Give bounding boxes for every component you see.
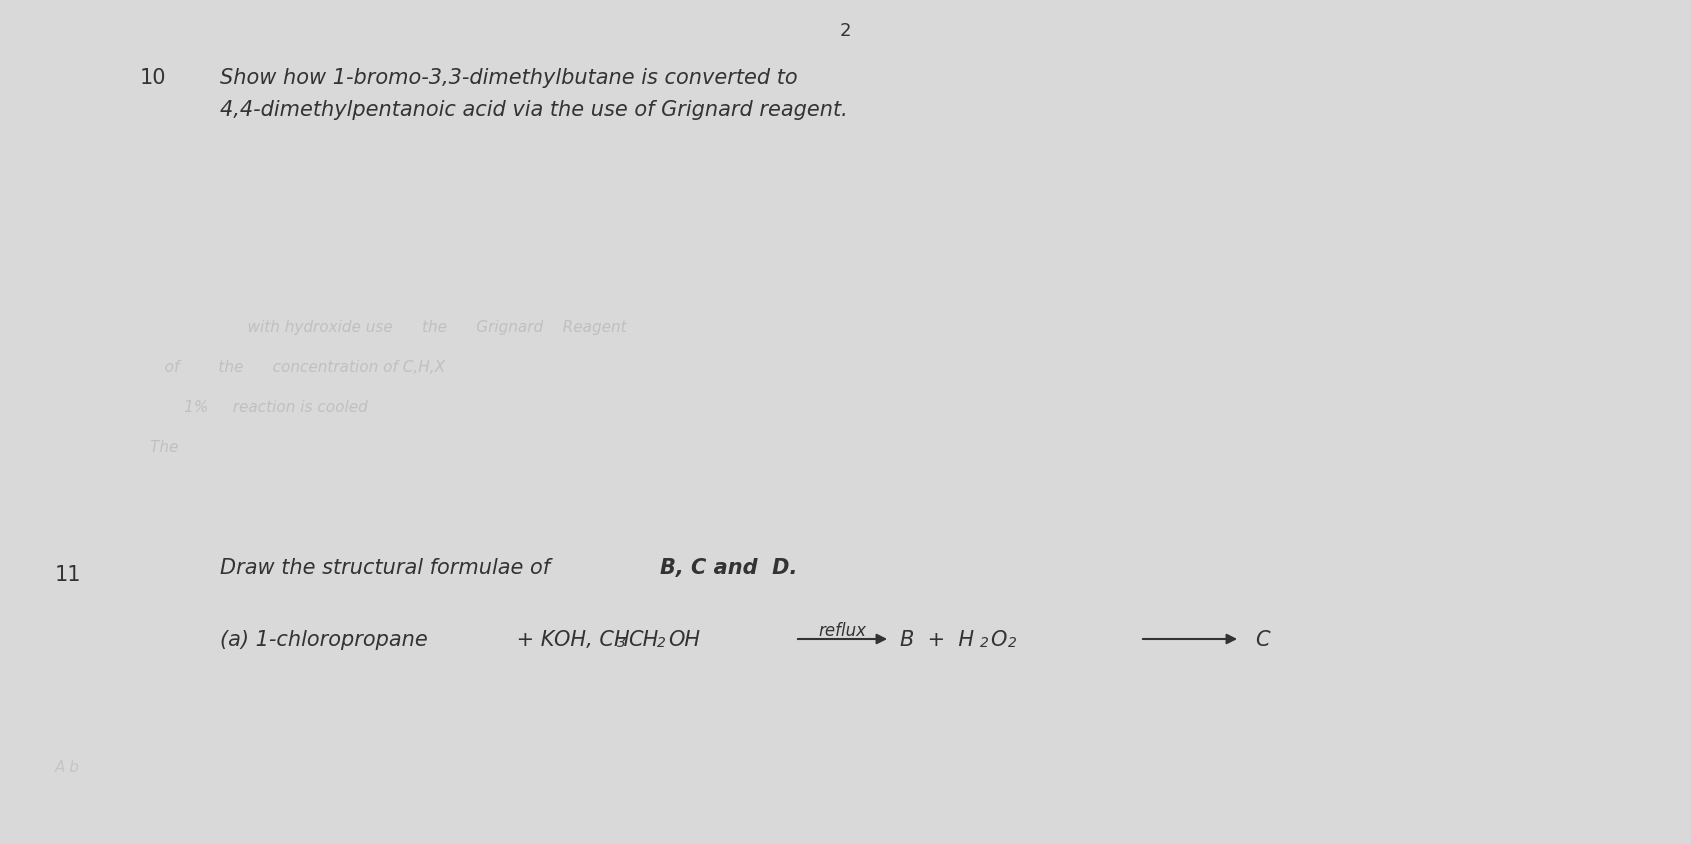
Text: 2: 2: [981, 636, 989, 649]
Text: 1%     reaction is cooled: 1% reaction is cooled: [150, 399, 367, 414]
Text: (a) 1-chloropropane: (a) 1-chloropropane: [220, 630, 428, 649]
Text: C: C: [1255, 630, 1270, 649]
Text: 4,4-dimethylpentanoic acid via the use of Grignard reagent.: 4,4-dimethylpentanoic acid via the use o…: [220, 100, 847, 120]
Text: 10: 10: [140, 68, 166, 88]
Text: B  +  H: B + H: [900, 630, 974, 649]
Text: Show how 1-bromo-3,3-dimethylbutane is converted to: Show how 1-bromo-3,3-dimethylbutane is c…: [220, 68, 798, 88]
Text: 2: 2: [1008, 636, 1016, 649]
Text: Draw the structural formulae of: Draw the structural formulae of: [220, 557, 556, 577]
Text: CH: CH: [627, 630, 658, 649]
Text: reflux: reflux: [818, 621, 866, 639]
Text: with hydroxide use      the      Grignard    Reagent: with hydroxide use the Grignard Reagent: [150, 320, 627, 334]
Text: of        the      concentration of C,H,X: of the concentration of C,H,X: [150, 360, 445, 375]
Text: The: The: [150, 440, 353, 454]
Text: 2: 2: [658, 636, 666, 649]
Text: 3: 3: [617, 636, 626, 649]
Text: B, C and  D.: B, C and D.: [659, 557, 798, 577]
Text: OH: OH: [668, 630, 700, 649]
Text: 2: 2: [839, 22, 851, 40]
Text: + KOH, CH: + KOH, CH: [511, 630, 629, 649]
Text: 11: 11: [56, 565, 81, 584]
Text: O: O: [989, 630, 1006, 649]
Text: A b: A b: [56, 759, 79, 774]
